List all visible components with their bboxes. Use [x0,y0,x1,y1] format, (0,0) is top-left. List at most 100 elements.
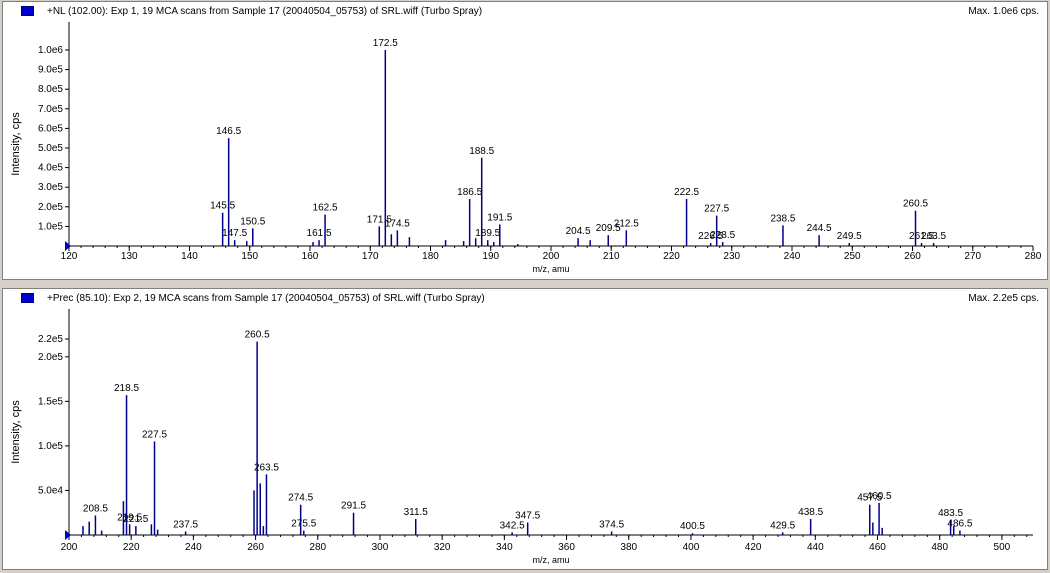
x-tick-label: 480 [931,542,948,553]
y-tick-label: 2.2e5 [38,334,63,345]
y-tick-label: 6.0e5 [38,123,63,134]
peak-label: 161.5 [307,228,332,239]
prec-spectrum-chart[interactable]: 200 220 240 260 280 300 320 340 360 380 400 420 440 4… [3,289,1047,569]
spectrum-panel-nl: +NL (102.00): Exp 1, 19 MCA scans from S… [2,1,1048,280]
peak-label: 186.5 [457,187,482,198]
x-tick-label: 150 [241,251,258,262]
peak-label: 227.5 [704,204,729,215]
x-tick-label: 210 [603,251,620,262]
x-tick-label: 260 [904,251,921,262]
x-tick-label: 500 [994,542,1011,553]
y-tick-label: 2.0e5 [38,202,63,213]
peak-label: 171.5 [367,214,392,225]
peak-label: 150.5 [240,216,265,227]
peak-label: 486.5 [947,519,972,530]
x-tick-label: 420 [745,542,762,553]
x-tick-label: 360 [558,542,575,553]
peak-label: 483.5 [938,508,963,519]
y-tick-label: 5.0e5 [38,143,63,154]
y-tick-label: 8.0e5 [38,84,63,95]
peak-label: 263.5 [254,462,279,473]
x-tick-label: 270 [964,251,981,262]
x-tick-label: 200 [61,542,78,553]
peak-label: 400.5 [680,521,705,532]
x-tick-label: 320 [434,542,451,553]
origin-marker-icon [65,241,71,251]
peak-label: 218.5 [114,383,139,394]
peak-label: 311.5 [404,507,429,518]
y-tick-label: 5.0e4 [38,485,63,496]
spectrum-panel-prec: +Prec (85.10): Exp 2, 19 MCA scans from … [2,288,1048,570]
peak-label: 146.5 [216,126,241,137]
x-tick-label: 380 [620,542,637,553]
panel-title: +Prec (85.10): Exp 2, 19 MCA scans from … [47,293,485,304]
peak-label: 263.5 [921,231,946,242]
peak-label: 438.5 [798,507,823,518]
peak-label: 260.5 [903,199,928,210]
y-tick-label: 3.0e5 [38,182,63,193]
x-tick-label: 400 [683,542,700,553]
x-tick-label: 300 [372,542,389,553]
x-tick-label: 280 [1025,251,1042,262]
peak-label: 460.5 [867,491,892,502]
x-tick-label: 130 [121,251,138,262]
x-tick-label: 220 [663,251,680,262]
trace-color-marker[interactable] [21,293,34,303]
origin-marker-icon [65,530,71,540]
x-tick-label: 200 [543,251,560,262]
max-intensity-label: Max. 2.2e5 cps. [968,293,1039,304]
x-tick-label: 220 [123,542,140,553]
y-axis-title: Intensity, cps [10,112,22,176]
y-tick-label: 1.5e5 [38,396,63,407]
x-axis-title: m/z, amu [532,555,569,565]
peak-label: 260.5 [245,330,270,341]
y-tick-label: 4.0e5 [38,163,63,174]
peak-label: 209.5 [596,223,621,234]
peak-label: 228.5 [710,230,735,241]
x-tick-label: 120 [61,251,78,262]
y-tick-label: 2.0e5 [38,352,63,363]
x-tick-label: 180 [422,251,439,262]
peak-label: 238.5 [770,213,795,224]
x-tick-label: 260 [247,542,264,553]
peak-label: 147.5 [222,228,247,239]
panel-header: +NL (102.00): Exp 1, 19 MCA scans from S… [3,2,1047,20]
peak-label: 212.5 [614,218,639,229]
peak-label: 261.5 [909,231,934,242]
peak-label: 189.5 [475,228,500,239]
peak-label: 429.5 [770,520,795,531]
peak-label: 274.5 [288,493,313,504]
x-tick-label: 230 [723,251,740,262]
x-tick-label: 250 [844,251,861,262]
peak-label: 208.5 [83,503,108,514]
peak-label: 237.5 [173,519,198,530]
panel-title: +NL (102.00): Exp 1, 19 MCA scans from S… [47,6,483,17]
peak-label: 191.5 [487,212,512,223]
y-tick-label: 1.0e5 [38,221,63,232]
trace-color-marker[interactable] [21,6,34,16]
y-tick-label: 1.0e5 [38,441,63,452]
x-tick-label: 170 [362,251,379,262]
x-tick-label: 340 [496,542,513,553]
peak-label: 188.5 [469,146,494,157]
y-axis-title: Intensity, cps [10,400,22,464]
nl-spectrum-chart[interactable]: 120 130 140 150 160 170 180 190 200 210 220 230 240 2… [3,2,1047,279]
x-tick-label: 440 [807,542,824,553]
x-tick-label: 240 [784,251,801,262]
peak-label: 347.5 [515,511,540,522]
peak-label: 374.5 [599,519,624,530]
x-tick-label: 460 [869,542,886,553]
x-tick-label: 160 [302,251,319,262]
peak-label: 221.5 [123,514,148,525]
y-tick-label: 7.0e5 [38,104,63,115]
peak-label: 222.5 [674,187,699,198]
y-tick-label: 9.0e5 [38,65,63,76]
x-tick-label: 190 [482,251,499,262]
panel-header: +Prec (85.10): Exp 2, 19 MCA scans from … [3,289,1047,307]
x-tick-label: 140 [181,251,198,262]
peak-label: 145.5 [210,201,235,212]
peak-label: 219.5 [117,512,142,523]
peak-label: 457.5 [857,493,882,504]
peak-label: 249.5 [837,231,862,242]
peak-label: 275.5 [291,519,316,530]
